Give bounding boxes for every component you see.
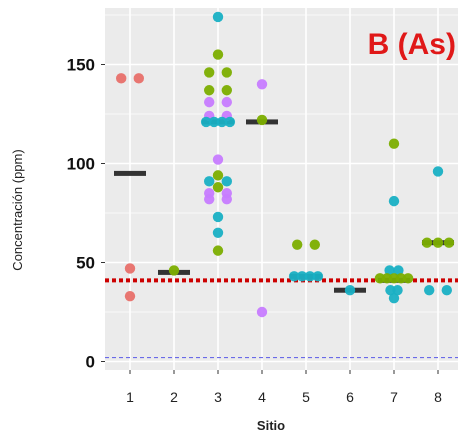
data-point <box>124 263 136 274</box>
data-point <box>212 227 224 238</box>
data-point <box>221 85 232 96</box>
plot-panel <box>105 8 458 370</box>
x-tick-label: 6 <box>346 389 354 405</box>
data-point <box>344 285 356 296</box>
data-point <box>116 73 127 84</box>
data-point <box>256 79 268 90</box>
data-point <box>402 273 414 284</box>
data-point <box>388 138 400 149</box>
y-axis-title: Concentración (ppm) <box>10 149 25 270</box>
data-point <box>441 285 452 296</box>
x-tick-label: 8 <box>434 389 442 405</box>
x-tick-label: 1 <box>126 389 134 405</box>
axis-ticks: 0 50 100 150 1 2 3 4 5 6 7 8 <box>67 56 442 406</box>
data-point <box>124 290 136 302</box>
data-point <box>224 116 236 128</box>
data-point <box>443 237 455 248</box>
y-tick-label: 150 <box>67 56 95 75</box>
data-points <box>116 11 455 318</box>
median-bar <box>114 170 146 176</box>
data-point <box>424 285 435 296</box>
x-tick-label: 3 <box>214 389 222 405</box>
data-point <box>212 154 224 165</box>
data-point <box>204 176 215 187</box>
data-point <box>212 49 224 60</box>
data-point <box>296 271 308 282</box>
panel-label: B (As) <box>368 28 456 61</box>
data-point <box>204 96 215 108</box>
data-point <box>204 85 215 96</box>
data-point <box>309 239 320 250</box>
x-tick-label: 2 <box>170 389 178 405</box>
x-tick-label: 5 <box>302 389 310 405</box>
data-point <box>388 195 400 207</box>
data-point <box>392 285 403 296</box>
x-tick-label: 4 <box>258 389 266 405</box>
data-point <box>384 265 395 276</box>
data-point <box>256 114 268 126</box>
y-tick-label: 50 <box>76 254 95 273</box>
data-point <box>133 73 144 84</box>
data-point <box>204 67 215 78</box>
data-point <box>168 265 180 276</box>
data-point <box>288 271 300 282</box>
data-point <box>212 211 224 223</box>
data-point <box>200 116 212 128</box>
y-tick-label: 100 <box>67 155 95 174</box>
x-axis-title: Sitio <box>257 418 285 433</box>
data-point <box>221 96 232 108</box>
x-tick-label: 7 <box>390 389 398 405</box>
data-point <box>221 176 232 187</box>
data-point <box>212 182 224 193</box>
data-point <box>432 166 444 177</box>
data-point <box>312 271 324 282</box>
data-point <box>393 265 404 276</box>
data-point <box>292 239 303 250</box>
data-point <box>204 193 215 205</box>
data-point <box>388 292 400 304</box>
data-point <box>221 193 232 205</box>
data-point <box>212 170 224 181</box>
data-point <box>221 67 232 78</box>
data-point <box>256 306 268 318</box>
data-point <box>432 237 444 248</box>
data-point <box>421 237 433 248</box>
data-point <box>212 11 224 23</box>
data-point <box>216 116 228 128</box>
data-point <box>304 271 316 282</box>
data-point <box>208 116 220 128</box>
y-tick-label: 0 <box>86 353 95 372</box>
data-point <box>212 245 224 256</box>
